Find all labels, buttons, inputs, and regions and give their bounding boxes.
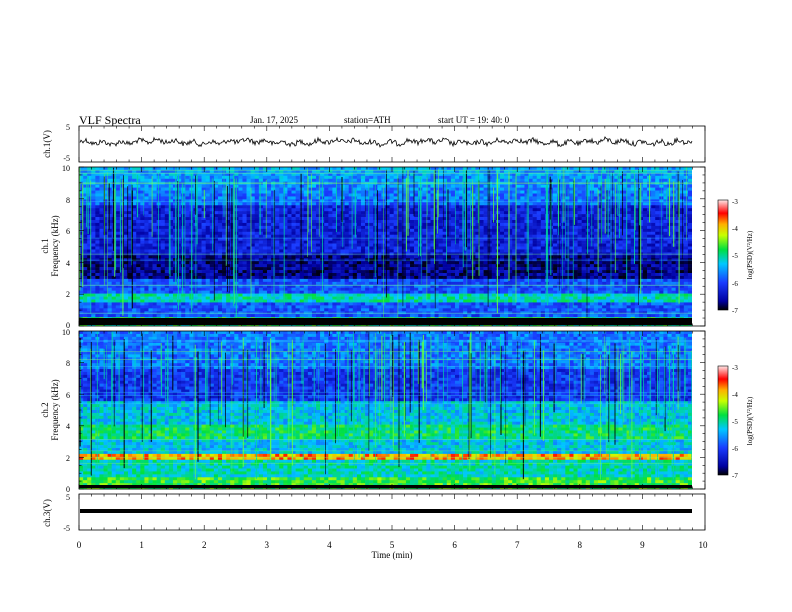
cb2-tick-m7: -7: [732, 472, 738, 480]
xtick-1: 1: [139, 540, 144, 550]
cb1-label: log(PSD)(V²/Hz): [746, 230, 754, 279]
date-label: Jan. 17, 2025: [250, 115, 298, 125]
ch2-spec-ylabel-frequency: Frequency (kHz): [50, 379, 60, 440]
ch2-spec-ytick-2: 2: [66, 454, 70, 463]
x-axis-label: Time (min): [372, 550, 413, 560]
ch1-spec-ytick-6: 6: [66, 227, 70, 236]
xtick-8: 8: [578, 540, 583, 550]
xtick-5: 5: [390, 540, 395, 550]
ch1-spec-ytick-10: 10: [62, 164, 70, 173]
xtick-6: 6: [452, 540, 457, 550]
vlf-figure: VLF Spectra Jan. 17, 2025 station=ATH st…: [0, 0, 792, 612]
ch1-spectrogram-panel: 10 8 6 4 2 0 ch.1 Frequency (kHz): [40, 164, 705, 330]
ch2-spec-ytick-4: 4: [66, 422, 70, 431]
ch1-spec-ylabel-frequency: Frequency (kHz): [50, 215, 60, 276]
xtick-9: 9: [640, 540, 645, 550]
cb1-tick-m7: -7: [732, 307, 738, 315]
station-label: station=ATH: [344, 115, 391, 125]
ch3-ytick-top: 5: [66, 493, 70, 502]
cb2-tick-m5: -5: [732, 418, 738, 426]
ch2-spectrogram-panel: 10 8 6 4 2 0 ch.2 Frequency (kHz): [40, 328, 705, 494]
ch2-colorbar: -3 -4 -5 -6 -7 log(PSD)(V²/Hz): [718, 364, 754, 480]
xtick-4: 4: [327, 540, 332, 550]
x-axis-labels: 0 1 2 3 4 5 6 7 8 9 10 Time (min): [77, 540, 708, 560]
ch3-ytick-bottom: -5: [63, 524, 70, 533]
ch1-waveform-panel: 5 -5 ch.1(V): [42, 123, 705, 163]
ch2-spec-ytick-8: 8: [66, 359, 70, 368]
xtick-3: 3: [265, 540, 270, 550]
ch3-ylabel: ch.3(V): [42, 499, 52, 527]
ch3-waveform-panel: 5 -5 ch.3(V): [42, 493, 705, 533]
ch1-ylabel: ch.1(V): [42, 130, 52, 158]
ch1-spec-ytick-4: 4: [66, 259, 70, 268]
ch1-ytick-top: 5: [66, 123, 70, 132]
cb2-label: log(PSD)(V²/Hz): [746, 396, 754, 445]
ch2-spec-ylabel-channel: ch.2: [40, 402, 50, 417]
cb2-tick-m4: -4: [732, 391, 738, 399]
start-time-label: start UT = 19: 40: 0: [438, 115, 510, 125]
cb1-tick-m5: -5: [732, 252, 738, 260]
cb2-tick-m6: -6: [732, 445, 738, 453]
ch2-spec-ytick-6: 6: [66, 391, 70, 400]
cb2-tick-m3: -3: [732, 364, 738, 372]
ch1-ytick-bottom: -5: [63, 154, 70, 163]
ch2-spec-ytick-10: 10: [62, 328, 70, 337]
ch1-spec-ytick-8: 8: [66, 196, 70, 205]
ch1-colorbar: -3 -4 -5 -6 -7 log(PSD)(V²/Hz): [718, 198, 754, 315]
ch1-spec-ytick-2: 2: [66, 290, 70, 299]
xtick-2: 2: [202, 540, 207, 550]
xtick-7: 7: [515, 540, 520, 550]
xtick-10: 10: [699, 540, 709, 550]
cb1-tick-m4: -4: [732, 225, 738, 233]
ch1-spectrogram: [79, 167, 705, 326]
xtick-0: 0: [77, 540, 82, 550]
cb1-tick-m6: -6: [732, 280, 738, 288]
ch2-spectrogram: [79, 331, 705, 489]
ch1-spec-ylabel-channel: ch.1: [40, 238, 50, 253]
cb1-tick-m3: -3: [732, 198, 738, 206]
figure-title: VLF Spectra: [79, 113, 141, 127]
